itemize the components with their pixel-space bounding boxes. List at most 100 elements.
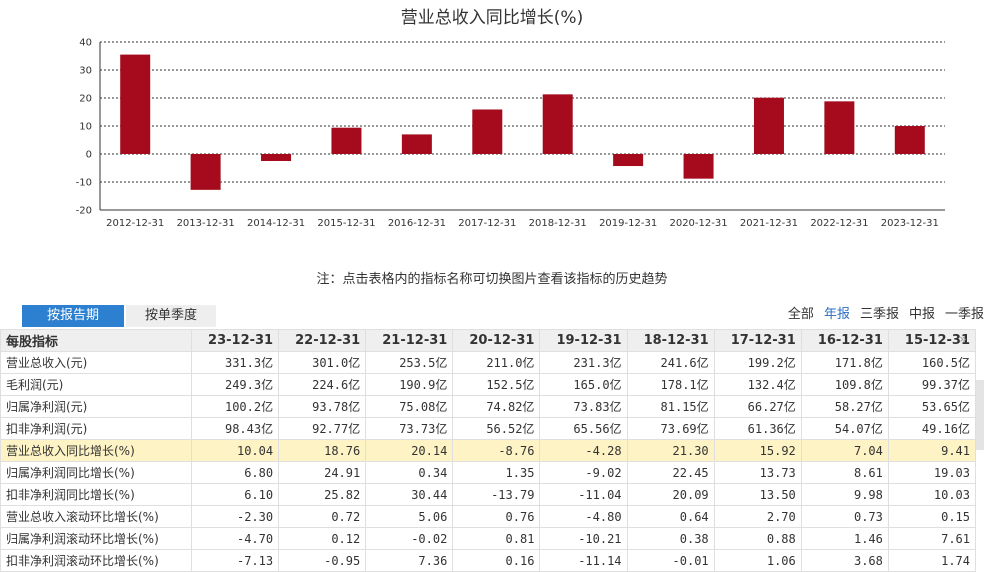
period-mid[interactable]: 中报 — [908, 307, 935, 322]
y-tick-label: 40 — [79, 38, 92, 49]
ticks-layer: 40 30 20 10 0 -10 -20 2012-12-31 2013-12-31 2014-… — [76, 38, 939, 230]
table-column-header: 17-12-31 — [713, 329, 802, 352]
table-cell: 93.78亿 — [278, 395, 367, 418]
row-label[interactable]: 扣非净利润(元) — [0, 417, 192, 440]
table-cell: -4.70 — [190, 527, 280, 550]
table-cell: 199.2亿 — [713, 351, 802, 374]
x-tick-label: 2022-12-31 — [810, 218, 868, 229]
financial-table: 每股指标 23-12-31 22-12-31 21-12-31 20-12-31 19-… — [0, 329, 977, 572]
table-cell: 109.8亿 — [800, 373, 889, 396]
bar-2017-12-31[interactable] — [472, 109, 503, 154]
table-cell: -11.04 — [539, 483, 628, 506]
table-cell: 15.92 — [713, 439, 802, 462]
table-cell: 0.16 — [452, 549, 541, 572]
bar-2014-12-31[interactable] — [261, 154, 292, 161]
table-cell: 0.12 — [278, 527, 367, 550]
table-cell: 0.76 — [452, 505, 541, 528]
row-label[interactable]: 营业总收入滚动环比增长(%) — [0, 505, 192, 528]
table-cell: 152.5亿 — [452, 373, 541, 396]
table-cell: -2.30 — [190, 505, 280, 528]
row-label[interactable]: 扣非净利润同比增长(%) — [0, 483, 192, 506]
table-cell: 2.70 — [713, 505, 802, 528]
tab-by-single-quarter[interactable]: 按单季度 — [126, 305, 216, 327]
row-label[interactable]: 归属净利润(元) — [0, 395, 192, 418]
table-cell: 20.14 — [365, 439, 454, 462]
table-cell: 24.91 — [278, 461, 367, 484]
row-label[interactable]: 归属净利润滚动环比增长(%) — [0, 527, 192, 550]
x-tick-label: 2014-12-31 — [247, 218, 305, 229]
x-tick-label: 2020-12-31 — [669, 218, 727, 229]
bar-2022-12-31[interactable] — [824, 101, 855, 154]
y-tick-label: 20 — [79, 94, 92, 105]
period-q1[interactable]: 一季报 — [944, 307, 984, 322]
bars-layer — [120, 54, 925, 190]
table-cell: -0.95 — [278, 549, 367, 572]
period-q3[interactable]: 三季报 — [859, 307, 899, 322]
period-annual[interactable]: 年报 — [823, 307, 850, 322]
table-cell: 171.8亿 — [800, 351, 889, 374]
table-cell: 66.27亿 — [713, 395, 802, 418]
x-tick-label: 2018-12-31 — [529, 218, 587, 229]
table-cell: 73.69亿 — [626, 417, 715, 440]
y-tick-label: -20 — [76, 206, 92, 217]
row-label[interactable]: 营业总收入(元) — [0, 351, 192, 374]
scroll-right-icon[interactable]: » — [959, 332, 967, 346]
period-all[interactable]: 全部 — [787, 307, 814, 322]
table-cell: 7.61 — [887, 527, 977, 550]
tab-by-report-period[interactable]: 按报告期 — [22, 305, 124, 327]
bar-2018-12-31[interactable] — [542, 94, 573, 154]
x-tick-label: 2019-12-31 — [599, 218, 657, 229]
table-cell: -0.02 — [365, 527, 454, 550]
table-row: 营业总收入滚动环比增长(%) -2.30 0.72 5.06 0.76 -4.80 0.64… — [0, 505, 977, 528]
x-tick-label: 2017-12-31 — [458, 218, 516, 229]
bar-chart: 营业总收入同比增长(%) 40 30 20 10 0 -10 -20 2012-12-31 20… — [76, 8, 945, 230]
bar-2020-12-31[interactable] — [683, 154, 714, 179]
table-cell: -4.80 — [539, 505, 628, 528]
table-cell: 18.76 — [278, 439, 367, 462]
vertical-scrollbar[interactable] — [976, 380, 984, 450]
row-label[interactable]: 毛利润(元) — [0, 373, 192, 396]
table-cell: 99.37亿 — [887, 373, 977, 396]
table-header-row: 每股指标 23-12-31 22-12-31 21-12-31 20-12-31 19-… — [0, 329, 977, 352]
table-cell: 1.74 — [887, 549, 977, 572]
table-cell: 30.44 — [365, 483, 454, 506]
table-column-header: 18-12-31 — [626, 329, 715, 352]
chart-title: 营业总收入同比增长(%) — [401, 8, 583, 28]
table-body: 营业总收入(元) 331.3亿 301.0亿 253.5亿 211.0亿 231.3亿 24… — [0, 351, 977, 572]
bar-2021-12-31[interactable] — [753, 97, 784, 154]
table-cell: 1.46 — [800, 527, 889, 550]
table-column-header: 23-12-31 — [190, 329, 280, 352]
row-label[interactable]: 营业总收入同比增长(%) — [0, 439, 192, 462]
table-cell: 211.0亿 — [452, 351, 541, 374]
table-cell: 178.1亿 — [626, 373, 715, 396]
table-cell: -4.28 — [539, 439, 628, 462]
table-cell: 54.07亿 — [800, 417, 889, 440]
table-cell: -0.01 — [626, 549, 715, 572]
bar-2012-12-31[interactable] — [120, 54, 151, 154]
bar-2016-12-31[interactable] — [401, 134, 432, 154]
bar-2013-12-31[interactable] — [190, 154, 221, 190]
table-column-header: 19-12-31 — [539, 329, 628, 352]
table-cell: 98.43亿 — [190, 417, 280, 440]
table-cell: 81.15亿 — [626, 395, 715, 418]
table-column-header: 22-12-31 — [278, 329, 367, 352]
bar-2023-12-31[interactable] — [894, 126, 925, 154]
bar-2019-12-31[interactable] — [613, 154, 644, 167]
row-label[interactable]: 归属净利润同比增长(%) — [0, 461, 192, 484]
table-cell: 0.88 — [713, 527, 802, 550]
grid-layer — [99, 41, 945, 211]
table-cell: 301.0亿 — [278, 351, 367, 374]
row-label[interactable]: 扣非净利润滚动环比增长(%) — [0, 549, 192, 572]
bar-2015-12-31[interactable] — [331, 127, 362, 154]
table-row: 营业总收入(元) 331.3亿 301.0亿 253.5亿 211.0亿 231.3亿 24… — [0, 351, 977, 374]
table-row: 归属净利润同比增长(%) 6.80 24.91 0.34 1.35 -9.02 22.45 1… — [0, 461, 977, 484]
table-cell: 49.16亿 — [887, 417, 977, 440]
table-cell: 160.5亿 — [887, 351, 977, 374]
table-cell: 0.64 — [626, 505, 715, 528]
table-column-header: 16-12-31 — [800, 329, 889, 352]
table-column-header: 21-12-31 — [365, 329, 454, 352]
x-tick-label: 2023-12-31 — [881, 218, 939, 229]
table-row: 扣非净利润同比增长(%) 6.10 25.82 30.44 -13.79 -11.04 20… — [0, 483, 977, 506]
table-cell: 6.80 — [190, 461, 280, 484]
table-cell: 92.77亿 — [278, 417, 367, 440]
